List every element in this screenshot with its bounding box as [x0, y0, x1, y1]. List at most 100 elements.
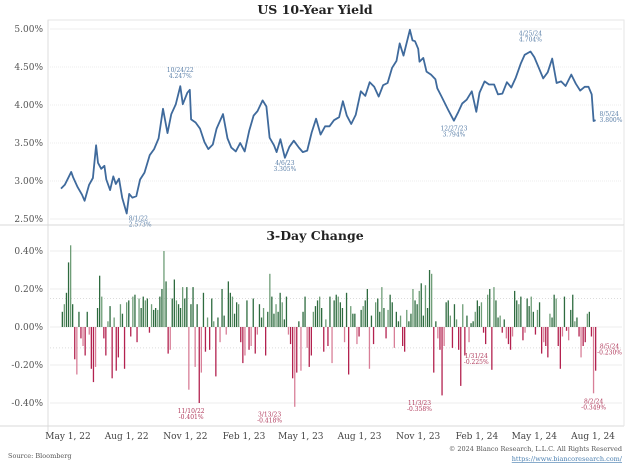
change-bar: [115, 327, 117, 371]
change-bar: [281, 302, 283, 327]
change-bar: [559, 327, 561, 369]
change-bar: [142, 296, 144, 327]
change-bar: [433, 327, 435, 373]
yield-gridlines: [50, 28, 622, 220]
change-bar: [348, 327, 350, 375]
change-bar: [225, 327, 227, 335]
change-annotation-value: -0.230%: [597, 350, 622, 357]
change-bar: [466, 315, 468, 327]
change-bar: [538, 302, 541, 327]
change-bar: [227, 281, 229, 327]
change-bar: [65, 292, 68, 327]
x-tick-label: May 1, 22: [45, 432, 90, 442]
change-bar: [590, 327, 593, 337]
x-tick-label: Nov 1, 23: [396, 432, 440, 442]
yield-panel-frame: [47, 19, 625, 226]
change-bar: [105, 327, 107, 356]
change-bar: [256, 327, 258, 335]
change-bar: [186, 287, 188, 327]
change-bar: [321, 308, 323, 327]
yield-annotation-value: 4.247%: [169, 73, 192, 80]
change-bar: [389, 294, 391, 327]
change-bar: [233, 313, 236, 327]
change-annotations: 11/10/22-0.401% 3/13/23-0.418%11/3/23-0.3…: [178, 344, 623, 425]
change-bar: [292, 327, 294, 379]
website-link[interactable]: https://www.biancoresearch.com/: [512, 455, 623, 463]
change-bar: [92, 327, 95, 383]
change-bar: [175, 300, 178, 327]
change-bar: [165, 281, 167, 327]
change-bar: [428, 270, 431, 327]
change-bar: [61, 311, 63, 327]
yield-annotation-value: 3.305%: [273, 166, 296, 173]
change-bar: [379, 311, 381, 327]
change-bar: [497, 317, 499, 327]
change-bar: [549, 313, 551, 327]
change-bar: [431, 273, 433, 327]
change-bar: [101, 296, 103, 327]
change-bar: [555, 298, 557, 327]
change-bar: [146, 298, 148, 327]
change-annotation-value: -0.225%: [464, 359, 489, 366]
yield-annotation-value: 2.573%: [129, 221, 152, 228]
change-bar: [267, 311, 269, 327]
change-bar: [285, 296, 288, 327]
change-bar: [449, 315, 451, 327]
change-y-tick-label: 0.20%: [14, 285, 43, 295]
change-bar: [126, 302, 128, 327]
change-bar: [238, 304, 240, 327]
change-bar: [586, 313, 588, 327]
change-annotation-date: 1/31/24: [465, 353, 488, 360]
change-bar: [213, 321, 215, 327]
change-bar: [196, 304, 198, 327]
change-bar: [356, 327, 358, 345]
change-bar: [437, 327, 439, 339]
change-annotation-date: 11/10/22: [178, 408, 205, 415]
change-bar: [96, 308, 99, 327]
change-bar: [574, 321, 576, 327]
change-bar: [381, 287, 383, 327]
yield-annotation-value: 4.704%: [519, 36, 542, 43]
change-bar: [119, 304, 122, 327]
change-bar: [451, 327, 454, 348]
change-bar: [109, 306, 111, 327]
change-y-tick-label: 0.40%: [14, 247, 43, 257]
change-bar: [366, 289, 368, 327]
change-bar: [511, 327, 514, 337]
change-bar: [580, 327, 582, 358]
change-bar: [335, 294, 337, 327]
change-bar: [333, 300, 335, 327]
change-bar: [244, 327, 246, 356]
change-bar: [472, 321, 474, 327]
change-bar: [563, 296, 566, 327]
change-bar: [455, 319, 458, 327]
change-bar: [260, 317, 263, 327]
change-bar: [408, 321, 410, 327]
change-bar: [447, 300, 449, 327]
change-bar: [485, 327, 487, 345]
yield-annotation-date: 4/25/24: [519, 30, 542, 37]
change-bar: [337, 296, 339, 327]
change-bar: [325, 319, 327, 327]
change-bar: [565, 327, 568, 331]
change-bar: [99, 275, 101, 327]
change-bar: [387, 309, 389, 327]
source-note: Source: Bloomberg: [8, 452, 72, 460]
change-bar: [422, 315, 424, 327]
change-bar: [480, 302, 483, 327]
change-annotation-date: 8/5/24: [600, 344, 619, 351]
change-bar: [88, 327, 90, 335]
yield-line: [60, 28, 596, 215]
change-bar: [441, 327, 443, 396]
change-bar: [67, 262, 70, 327]
change-bar: [568, 327, 570, 341]
change-bar: [360, 309, 362, 327]
change-bar: [416, 304, 418, 327]
change-annotation-value: -0.418%: [257, 417, 282, 424]
change-bar: [368, 327, 371, 369]
change-bar: [236, 302, 238, 327]
change-bar: [391, 302, 393, 327]
change-bar: [352, 313, 354, 327]
change-bar: [192, 287, 194, 327]
change-bar: [277, 311, 279, 327]
